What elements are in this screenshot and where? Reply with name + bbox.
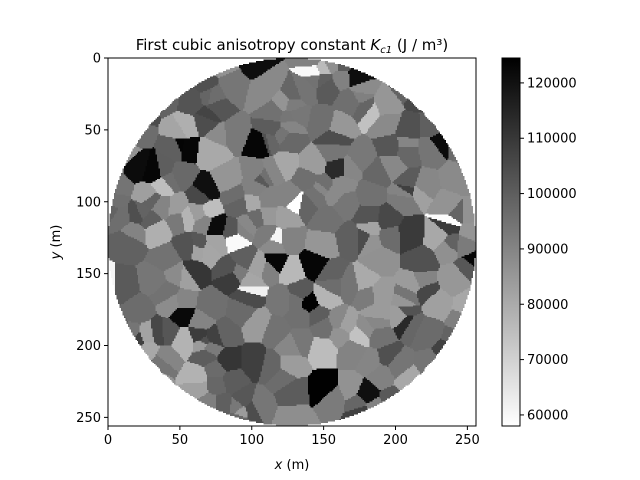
chart-title: First cubic anisotropy constant Kc1 (J /…	[136, 36, 449, 56]
y-tick-label: 0	[93, 52, 101, 67]
y-tick-label: 200	[76, 339, 101, 354]
colorbar-tick-label: 80000	[527, 298, 568, 313]
x-tick-label: 200	[383, 433, 408, 448]
x-tick-label: 250	[455, 433, 480, 448]
colorbar-tick-label: 70000	[527, 353, 568, 368]
y-tick-label: 100	[76, 195, 101, 210]
x-axis: 0 50 100 150 200 250	[104, 426, 480, 448]
y-tick-label: 250	[76, 411, 101, 426]
x-tick-label: 100	[239, 433, 264, 448]
y-axis: 0 50 100 150 200 250	[76, 52, 108, 426]
colorbar-tick-label: 120000	[527, 76, 577, 91]
x-tick-label: 0	[104, 433, 112, 448]
plot-frame	[107, 57, 477, 427]
y-tick-label: 150	[76, 267, 101, 282]
plot-area	[107, 57, 477, 427]
colorbar-tick-label: 60000	[527, 408, 568, 423]
y-axis-label: y (m)	[49, 225, 64, 261]
y-tick-label: 50	[84, 123, 101, 138]
colorbar-tick-label: 110000	[527, 132, 577, 147]
grain-map-image	[108, 58, 476, 426]
colorbar-ticks: 60000 70000 80000 90000 100000 110000 120000	[520, 76, 577, 423]
x-axis-label: x (m)	[274, 458, 310, 473]
x-tick-label: 50	[172, 433, 189, 448]
x-tick-label: 150	[311, 433, 336, 448]
colorbar-tick-label: 90000	[527, 242, 568, 257]
colorbar	[501, 57, 521, 427]
colorbar-tick-label: 100000	[527, 187, 577, 202]
